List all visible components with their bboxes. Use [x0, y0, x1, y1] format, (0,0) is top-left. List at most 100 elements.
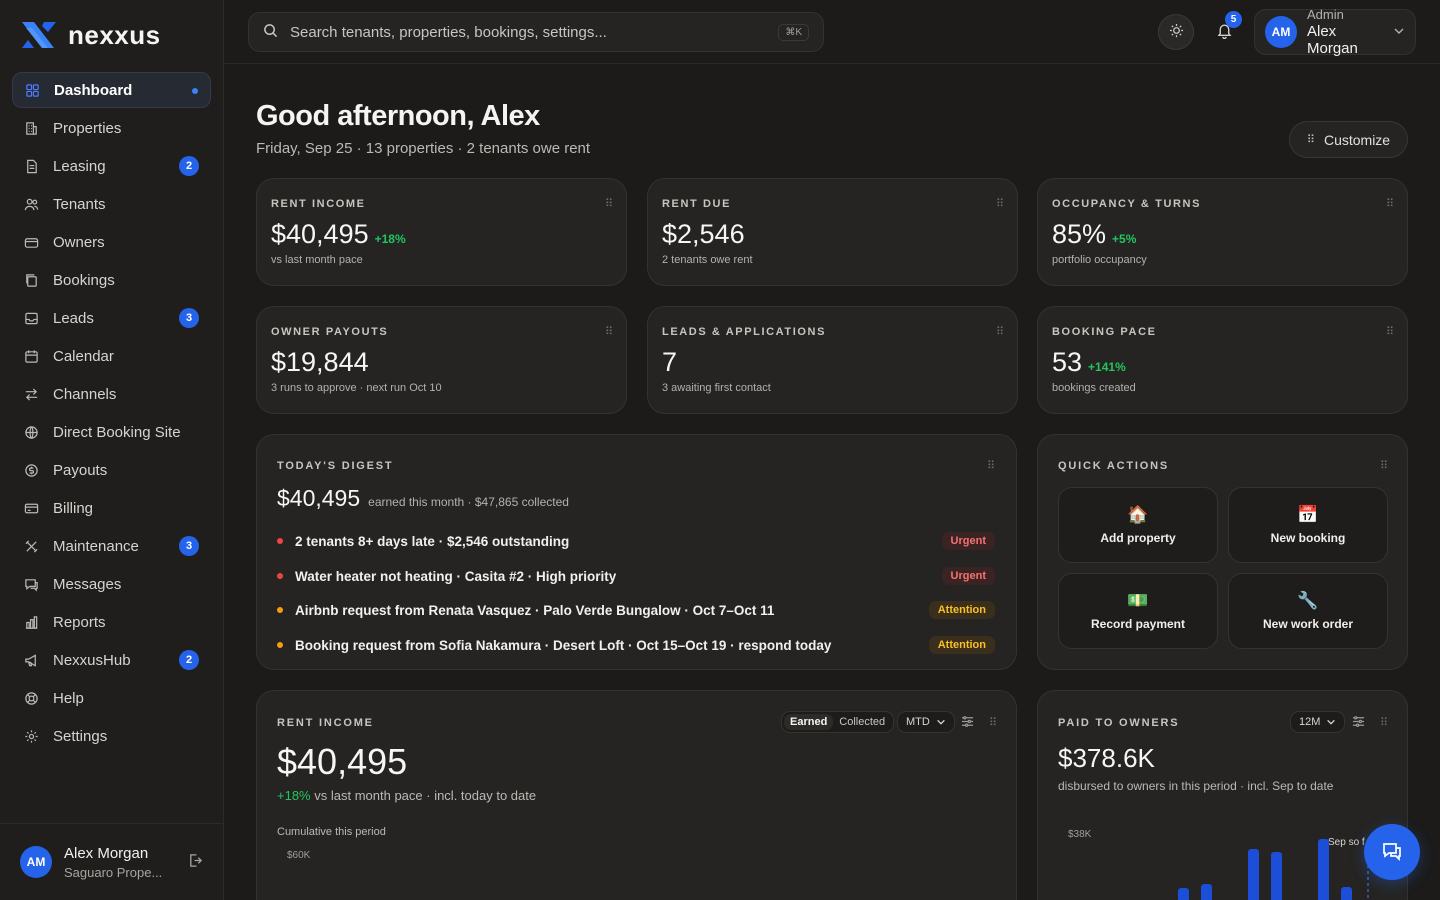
status-badge: Urgent	[941, 567, 995, 585]
filter-icon[interactable]	[1352, 715, 1365, 731]
digest-summary: $40,495 earned this month · $47,865 coll…	[277, 485, 569, 512]
chevron-down-icon	[1393, 24, 1405, 40]
chat-fab-button[interactable]	[1364, 824, 1420, 880]
drag-handle-icon[interactable]: ⠿	[604, 326, 613, 338]
sidebar-item-label: Reports	[53, 613, 106, 631]
drag-handle-icon[interactable]: ⠿	[1385, 326, 1394, 338]
arrows-icon	[24, 387, 39, 402]
quick-action-new-work-order[interactable]: 🔧 New work order	[1228, 573, 1388, 649]
customize-button[interactable]: ⠿ Customize	[1289, 121, 1408, 158]
quick-action-new-booking[interactable]: 📅 New booking	[1228, 487, 1388, 563]
status-badge: Attention	[928, 601, 995, 619]
kpi-value-text: $2,546	[662, 219, 745, 249]
chart-bar	[1201, 884, 1212, 900]
kpi-card-rent-due[interactable]: RENT DUE ⠿ $2,546 2 tenants owe rent	[647, 178, 1018, 286]
kpi-delta: +141%	[1088, 360, 1126, 374]
status-badge: Attention	[928, 636, 995, 654]
search-input[interactable]	[290, 23, 767, 41]
notifications-button[interactable]: 5	[1206, 11, 1242, 50]
sidebar-item-maintenance[interactable]: Maintenance 3	[12, 528, 211, 564]
period-select[interactable]: 12M	[1290, 711, 1346, 733]
sidebar-item-channels[interactable]: Channels	[12, 376, 211, 412]
user-menu[interactable]: AM Admin Alex Morgan	[1254, 7, 1416, 57]
sidebar-item-billing[interactable]: Billing	[12, 490, 211, 526]
megaphone-icon	[24, 653, 39, 668]
quick-action-add-property[interactable]: 🏠 Add property	[1058, 487, 1218, 563]
kpi-card-rent-income[interactable]: RENT INCOME ⠿ $40,495 +18% vs last month pac…	[256, 178, 627, 286]
digest-item[interactable]: Booking request from Sofia Nakamura · De…	[277, 634, 995, 656]
brand-logo[interactable]: nexxus	[20, 18, 161, 52]
drag-handle-icon[interactable]: ⠿	[1385, 198, 1394, 210]
sidebar-item-label: Dashboard	[54, 81, 133, 99]
sidebar-item-label: Leasing	[53, 157, 106, 175]
quick-action-label: New booking	[1270, 530, 1346, 545]
kpi-delta: +18%	[374, 232, 406, 246]
sidebar-item-nexxushub[interactable]: NexxusHub 2	[12, 642, 211, 678]
sidebar-item-tenants[interactable]: Tenants	[12, 186, 211, 222]
user-name: Alex Morgan	[1307, 23, 1358, 57]
sidebar-item-bookings[interactable]: Bookings	[12, 262, 211, 298]
kpi-value: 53 +141%	[1052, 347, 1126, 378]
search-bar[interactable]: ⌘K	[248, 12, 824, 52]
kpi-label: RENT DUE	[662, 198, 732, 210]
kpi-value-text: $40,495	[271, 219, 369, 249]
sidebar-item-calendar[interactable]: Calendar	[12, 338, 211, 374]
quick-action-record-payment[interactable]: 💵 Record payment	[1058, 573, 1218, 649]
kpi-label: OCCUPANCY & TURNS	[1052, 198, 1202, 210]
digest-item[interactable]: Water heater not heating · Casita #2 · H…	[277, 565, 995, 587]
sidebar-item-owners[interactable]: Owners	[12, 224, 211, 260]
toggle-earned[interactable]: Earned	[784, 714, 834, 730]
kpi-card-leads-applications[interactable]: LEADS & APPLICATIONS ⠿ 7 3 awaiting first c…	[647, 306, 1018, 414]
period-select-value: MTD	[906, 716, 930, 728]
chevron-down-icon	[1327, 719, 1336, 725]
sidebar-item-label: Properties	[53, 119, 122, 137]
sidebar-item-label: Payouts	[53, 461, 108, 479]
kpi-subtext: vs last month pace	[271, 254, 363, 266]
sidebar-item-messages[interactable]: Messages	[12, 566, 211, 602]
kpi-subtext: bookings created	[1052, 382, 1136, 394]
avatar[interactable]: AM	[20, 846, 52, 878]
sidebar-item-label: Help	[53, 689, 84, 707]
digest-amount-sub: earned this month · $47,865 collected	[368, 495, 569, 509]
toggle-collected[interactable]: Collected	[839, 716, 886, 728]
kpi-subtext: 3 awaiting first contact	[662, 382, 771, 394]
kpi-card-booking-pace[interactable]: BOOKING PACE ⠿ 53 +141% bookings created	[1037, 306, 1408, 414]
wallet-icon	[24, 235, 39, 250]
sidebar-item-direct-booking-site[interactable]: Direct Booking Site	[12, 414, 211, 450]
quick-actions-card: QUICK ACTIONS ⠿ 🏠 Add property 📅 New bookin…	[1037, 434, 1408, 670]
rent-income-delta-sub: vs last month pace · incl. today to date	[314, 788, 537, 803]
logout-icon[interactable]	[188, 853, 203, 871]
theme-toggle-button[interactable]	[1158, 14, 1194, 50]
drag-handle-icon[interactable]: ⠿	[995, 326, 1004, 338]
sidebar-item-payouts[interactable]: Payouts	[12, 452, 211, 488]
kpi-value: $2,546	[662, 219, 745, 250]
sidebar-item-reports[interactable]: Reports	[12, 604, 211, 640]
quick-action-label: Record payment	[1090, 616, 1186, 631]
digest-card: TODAY'S DIGEST ⠿ $40,495 earned this mon…	[256, 434, 1017, 670]
filter-icon[interactable]	[961, 715, 974, 731]
kpi-card-owner-payouts[interactable]: OWNER PAYOUTS ⠿ $19,844 3 runs to approve ·…	[256, 306, 627, 414]
drag-handle-icon[interactable]: ⠿	[995, 198, 1004, 210]
digest-item[interactable]: Airbnb request from Renata Vasquez · Pal…	[277, 599, 995, 621]
drag-handle-icon[interactable]: ⠿	[988, 717, 997, 729]
kpi-value: 7	[662, 347, 677, 378]
kpi-card-occupancy-turns[interactable]: OCCUPANCY & TURNS ⠿ 85% +5% portfolio occupa…	[1037, 178, 1408, 286]
grip-icon: ⠿	[1306, 134, 1315, 146]
sidebar-item-leasing[interactable]: Leasing 2	[12, 148, 211, 184]
drag-handle-icon[interactable]: ⠿	[1379, 460, 1388, 472]
digest-item[interactable]: 2 tenants 8+ days late · $2,546 outstand…	[277, 530, 995, 552]
user-role: Admin	[1307, 7, 1344, 22]
sidebar-item-settings[interactable]: Settings	[12, 718, 211, 754]
rent-income-value: $40,495	[277, 741, 408, 782]
sidebar-item-help[interactable]: Help	[12, 680, 211, 716]
sidebar-item-leads[interactable]: Leads 3	[12, 300, 211, 336]
sidebar-item-dashboard[interactable]: Dashboard	[12, 72, 211, 108]
owner-payout-bars	[1178, 839, 1369, 900]
sidebar-item-properties[interactable]: Properties	[12, 110, 211, 146]
drag-handle-icon[interactable]: ⠿	[986, 460, 995, 472]
period-select[interactable]: MTD	[897, 711, 955, 733]
drag-handle-icon[interactable]: ⠿	[1379, 717, 1388, 729]
y-tick-label: $38K	[1068, 829, 1092, 840]
drag-handle-icon[interactable]: ⠿	[604, 198, 613, 210]
house-emoji: 🏠	[1127, 504, 1149, 524]
